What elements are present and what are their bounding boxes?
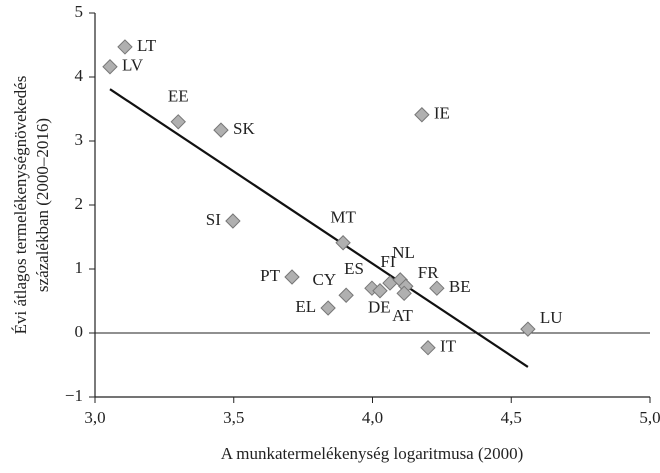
y-axis-title: Évi átlagos termelékenységnövekedés — [11, 76, 30, 335]
point — [320, 300, 336, 316]
y-tick-label: 2 — [75, 194, 84, 213]
point-label: BE — [449, 277, 471, 296]
x-tick-label: 3,5 — [223, 408, 244, 427]
point-label: IT — [440, 337, 457, 356]
point-label: MT — [330, 208, 356, 227]
point-label: SK — [233, 119, 255, 138]
point-label: FR — [418, 263, 439, 282]
point-label: AT — [392, 306, 413, 325]
y-tick-label: −1 — [65, 386, 83, 405]
point-label: PT — [260, 266, 280, 285]
point — [372, 283, 388, 299]
y-tick-label: 4 — [75, 66, 84, 85]
y-axis-title: százalékban (2000–2016) — [33, 118, 52, 292]
point-label: LU — [540, 308, 563, 327]
point — [520, 321, 536, 337]
point-label: DE — [368, 298, 391, 317]
x-tick-label: 4,5 — [501, 408, 522, 427]
point-label: ES — [344, 259, 364, 278]
y-tick-label: 0 — [75, 322, 84, 341]
point-label: LV — [122, 56, 144, 75]
point — [170, 114, 186, 130]
point-label: SI — [206, 210, 221, 229]
point-label: CY — [313, 270, 337, 289]
point — [102, 59, 118, 75]
point — [396, 285, 412, 302]
point — [338, 287, 354, 303]
y-tick-label: 1 — [75, 258, 84, 277]
point — [284, 269, 300, 285]
point-label: LT — [137, 36, 157, 55]
point — [429, 280, 445, 296]
point — [117, 39, 133, 55]
x-tick-label: 3,0 — [84, 408, 105, 427]
point-label: NL — [392, 243, 415, 262]
point-label: IE — [434, 104, 450, 123]
point-label: FI — [380, 252, 395, 271]
x-tick-label: 4,0 — [362, 408, 383, 427]
trend-line — [109, 88, 529, 368]
point-label: EL — [295, 297, 316, 316]
point — [225, 213, 241, 229]
point — [213, 122, 229, 138]
x-tick-label: 5,0 — [639, 408, 660, 427]
point — [335, 235, 351, 251]
point — [414, 107, 430, 123]
y-tick-label: 3 — [75, 130, 84, 149]
x-axis-title: A munkatermelékenység logaritmusa (2000) — [221, 444, 524, 463]
y-tick-label: 5 — [75, 2, 84, 21]
point-label: EE — [168, 87, 189, 106]
point — [420, 340, 436, 356]
